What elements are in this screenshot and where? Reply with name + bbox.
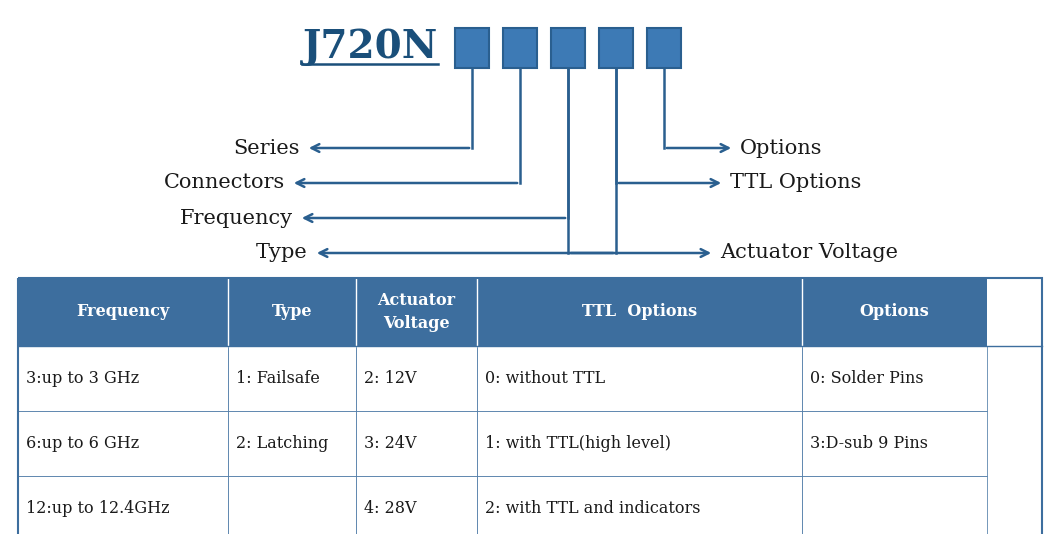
Bar — [551, 28, 585, 68]
Bar — [228, 278, 356, 346]
Bar — [228, 476, 356, 534]
Bar — [18, 278, 228, 346]
Bar — [356, 476, 477, 534]
Text: 2: 12V: 2: 12V — [364, 370, 417, 387]
Bar — [228, 411, 356, 476]
Bar — [477, 411, 802, 476]
Text: 2: Latching: 2: Latching — [236, 435, 329, 452]
Text: Frequency: Frequency — [180, 208, 293, 227]
Text: 2: with TTL and indicators: 2: with TTL and indicators — [484, 500, 701, 517]
Text: 0: without TTL: 0: without TTL — [484, 370, 605, 387]
Bar — [356, 278, 477, 346]
Text: Connectors: Connectors — [163, 174, 285, 192]
Text: Type: Type — [257, 244, 308, 263]
Bar — [356, 411, 477, 476]
Text: 3:up to 3 GHz: 3:up to 3 GHz — [26, 370, 139, 387]
Text: 1: Failsafe: 1: Failsafe — [236, 370, 320, 387]
Bar — [647, 28, 681, 68]
Text: TTL Options: TTL Options — [730, 174, 862, 192]
Bar — [18, 476, 228, 534]
Text: Actuator Voltage: Actuator Voltage — [720, 244, 898, 263]
Bar — [477, 278, 802, 346]
Text: J720N: J720N — [302, 28, 438, 66]
Text: Type: Type — [271, 303, 312, 320]
Text: 1: with TTL(high level): 1: with TTL(high level) — [484, 435, 671, 452]
Bar — [455, 28, 489, 68]
Text: Options: Options — [860, 303, 930, 320]
Bar — [802, 411, 987, 476]
Bar — [599, 28, 633, 68]
Bar — [802, 278, 987, 346]
Bar — [18, 346, 228, 411]
Text: 6:up to 6 GHz: 6:up to 6 GHz — [26, 435, 139, 452]
Text: Frequency: Frequency — [76, 303, 170, 320]
Bar — [18, 278, 1042, 534]
Text: 3: 24V: 3: 24V — [364, 435, 417, 452]
Bar — [18, 411, 228, 476]
Text: Options: Options — [740, 138, 823, 158]
Bar — [802, 476, 987, 534]
Bar — [477, 476, 802, 534]
Text: Actuator
Voltage: Actuator Voltage — [377, 293, 456, 332]
Bar — [802, 346, 987, 411]
Text: 0: Solder Pins: 0: Solder Pins — [811, 370, 924, 387]
Bar — [356, 346, 477, 411]
Text: 3:D-sub 9 Pins: 3:D-sub 9 Pins — [811, 435, 929, 452]
Text: 4: 28V: 4: 28V — [364, 500, 417, 517]
Bar — [228, 346, 356, 411]
Text: 12:up to 12.4GHz: 12:up to 12.4GHz — [26, 500, 170, 517]
Text: TTL  Options: TTL Options — [582, 303, 697, 320]
Bar — [477, 346, 802, 411]
Text: Series: Series — [233, 138, 300, 158]
Bar — [504, 28, 537, 68]
